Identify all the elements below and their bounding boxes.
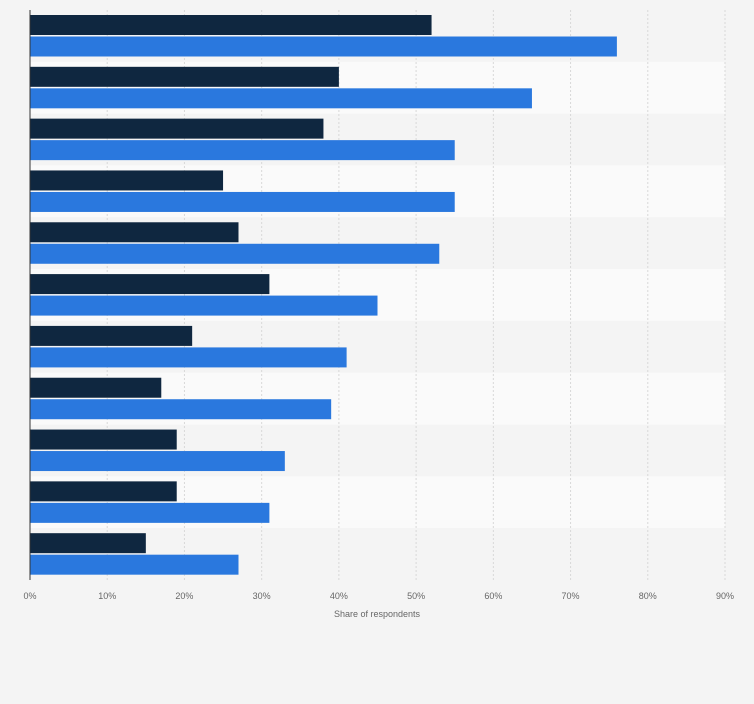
bar-series-2 — [30, 243, 440, 264]
x-tick-label: 60% — [484, 591, 502, 601]
bar-series-2 — [30, 502, 270, 523]
bar-series-1 — [30, 118, 324, 139]
bar-series-1 — [30, 429, 177, 450]
bar-series-2 — [30, 451, 285, 472]
bar-series-2 — [30, 295, 378, 316]
bar-series-2 — [30, 88, 532, 109]
x-tick-label: 20% — [175, 591, 193, 601]
bar-series-2 — [30, 554, 239, 575]
x-tick-label: 30% — [253, 591, 271, 601]
x-tick-label: 50% — [407, 591, 425, 601]
x-tick-label: 40% — [330, 591, 348, 601]
bar-series-2 — [30, 191, 455, 212]
x-tick-labels: 0% 10% 20% 30% 40% 50% 60% 70% 80% 90% — [23, 591, 734, 601]
bars-group — [30, 15, 617, 575]
bar-series-1 — [30, 481, 177, 502]
bar-series-1 — [30, 170, 224, 191]
bar-series-1 — [30, 274, 270, 295]
bar-series-1 — [30, 222, 239, 243]
x-tick-label: 80% — [639, 591, 657, 601]
bar-series-1 — [30, 66, 339, 87]
bar-series-1 — [30, 533, 146, 554]
x-tick-label: 0% — [23, 591, 36, 601]
bar-series-2 — [30, 399, 332, 420]
x-tick-label: 10% — [98, 591, 116, 601]
bar-series-1 — [30, 15, 432, 35]
x-axis-label: Share of respondents — [334, 609, 421, 619]
gridlines — [106, 10, 726, 580]
bar-series-1 — [30, 377, 162, 398]
x-tick-label: 70% — [562, 591, 580, 601]
bar-series-2 — [30, 36, 617, 57]
bar-series-1 — [30, 325, 193, 346]
bar-series-2 — [30, 347, 347, 368]
x-tick-label: 90% — [716, 591, 734, 601]
bar-series-2 — [30, 140, 455, 161]
